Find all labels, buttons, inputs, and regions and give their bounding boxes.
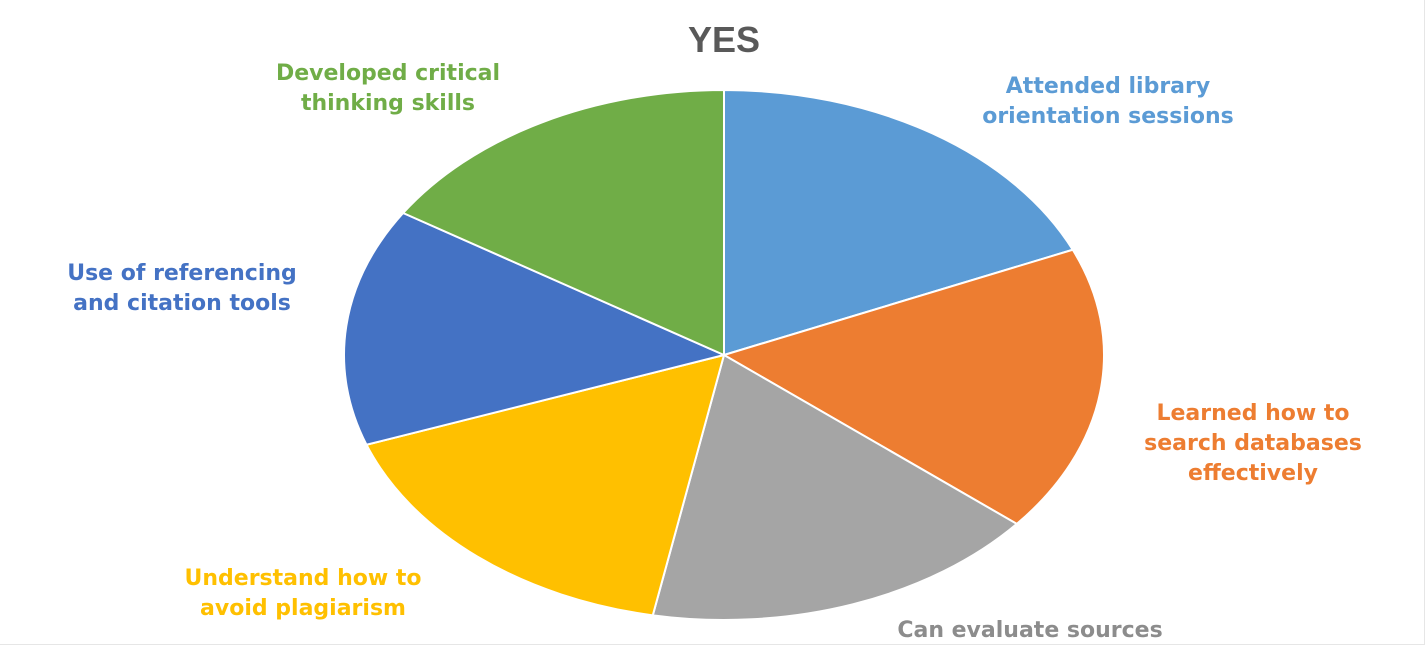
slice-label: Learned how to search databases effectivel… (1144, 401, 1362, 486)
slice-label: Use of referencing and citation tools (67, 261, 297, 316)
slice-labels: Attended library orientation sessions Lear… (67, 61, 1362, 643)
slice-label: Attended library orientation sessions (982, 74, 1234, 129)
chart-title: YES (688, 19, 760, 60)
pie-slice (402, 89, 725, 356)
slice-label: Developed critical thinking skills (276, 61, 500, 116)
pie-slice (365, 354, 725, 617)
slice-label: Understand how to avoid plagiarism (185, 566, 422, 621)
slice-label: Can evaluate sources (897, 618, 1162, 643)
pie-slice (723, 89, 1074, 356)
pie-slice (343, 212, 725, 446)
pie-slice (723, 248, 1105, 525)
pie-slices (343, 89, 1105, 621)
pie-slice (651, 354, 1018, 621)
